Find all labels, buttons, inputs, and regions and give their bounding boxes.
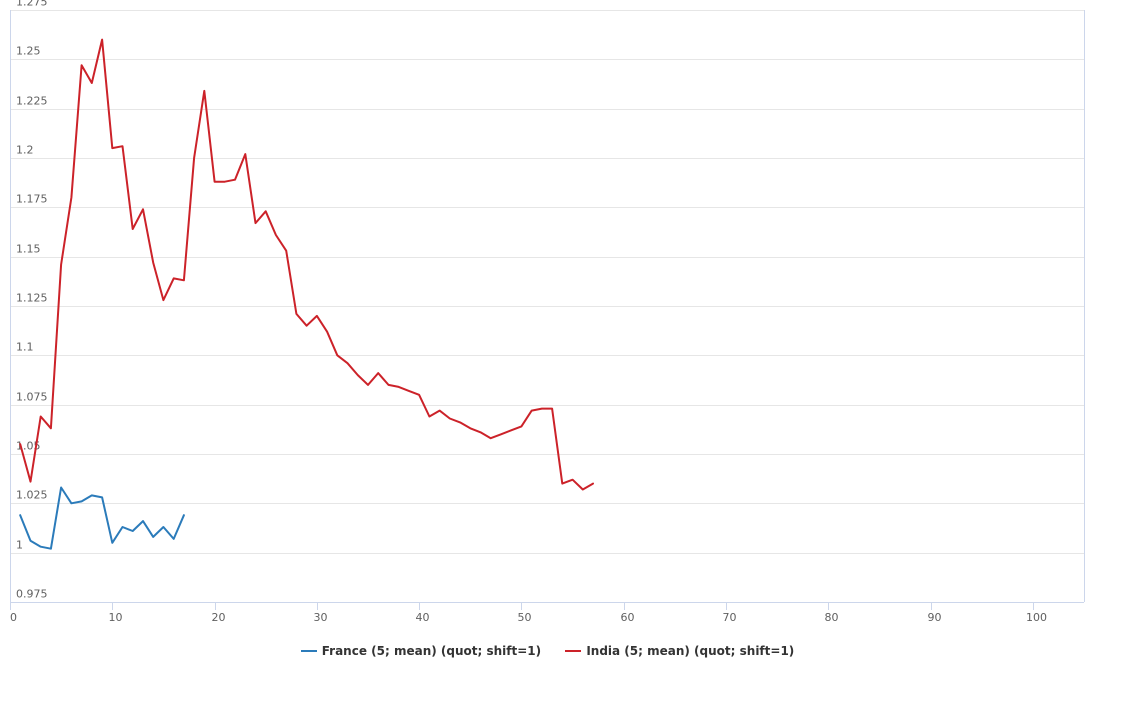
legend-item-india[interactable]: India (5; mean) (quot; shift=1) xyxy=(565,644,794,658)
y-tick-label: 1 xyxy=(16,539,23,552)
y-tick-label: 1.075 xyxy=(16,391,48,404)
y-tick-label: 1.15 xyxy=(16,243,41,256)
x-tick-label: 40 xyxy=(416,611,430,624)
series-line-india xyxy=(19,38,594,491)
x-tick-label: 50 xyxy=(518,611,532,624)
x-tick-label: 10 xyxy=(109,611,123,624)
y-tick-label: 0.975 xyxy=(16,588,48,601)
y-tick-label: 1.125 xyxy=(16,292,48,305)
legend-label-india: India (5; mean) (quot; shift=1) xyxy=(586,644,795,658)
series-line-france xyxy=(19,486,185,550)
legend: France (5; mean) (quot; shift=1) India (… xyxy=(0,641,1095,658)
y-tick-label: 1.225 xyxy=(16,95,48,108)
legend-swatch-france xyxy=(300,650,317,652)
tick-labels: 0.97511.0251.051.0751.11.1251.151.1751.2… xyxy=(10,0,1047,624)
x-tick-label: 70 xyxy=(723,611,737,624)
x-tick-label: 60 xyxy=(621,611,635,624)
x-tick-label: 90 xyxy=(928,611,942,624)
x-tick-label: 30 xyxy=(314,611,328,624)
y-tick-label: 1.025 xyxy=(16,489,48,502)
y-tick-label: 1.175 xyxy=(16,193,48,206)
legend-swatch-india xyxy=(565,650,582,652)
x-tick-label: 20 xyxy=(212,611,226,624)
y-tick-label: 1.1 xyxy=(16,341,34,354)
y-tick-label: 1.275 xyxy=(16,0,48,9)
axes xyxy=(10,10,1085,610)
x-tick-label: 100 xyxy=(1026,611,1047,624)
y-tick-label: 1.25 xyxy=(16,45,41,58)
legend-item-france[interactable]: France (5; mean) (quot; shift=1) xyxy=(300,644,542,658)
x-tick-label: 80 xyxy=(825,611,839,624)
x-tick-label: 0 xyxy=(10,611,17,624)
y-tick-label: 1.2 xyxy=(16,144,34,157)
legend-label-france: France (5; mean) (quot; shift=1) xyxy=(321,644,542,658)
series-lines xyxy=(19,38,594,550)
grid-lines xyxy=(10,10,1084,603)
